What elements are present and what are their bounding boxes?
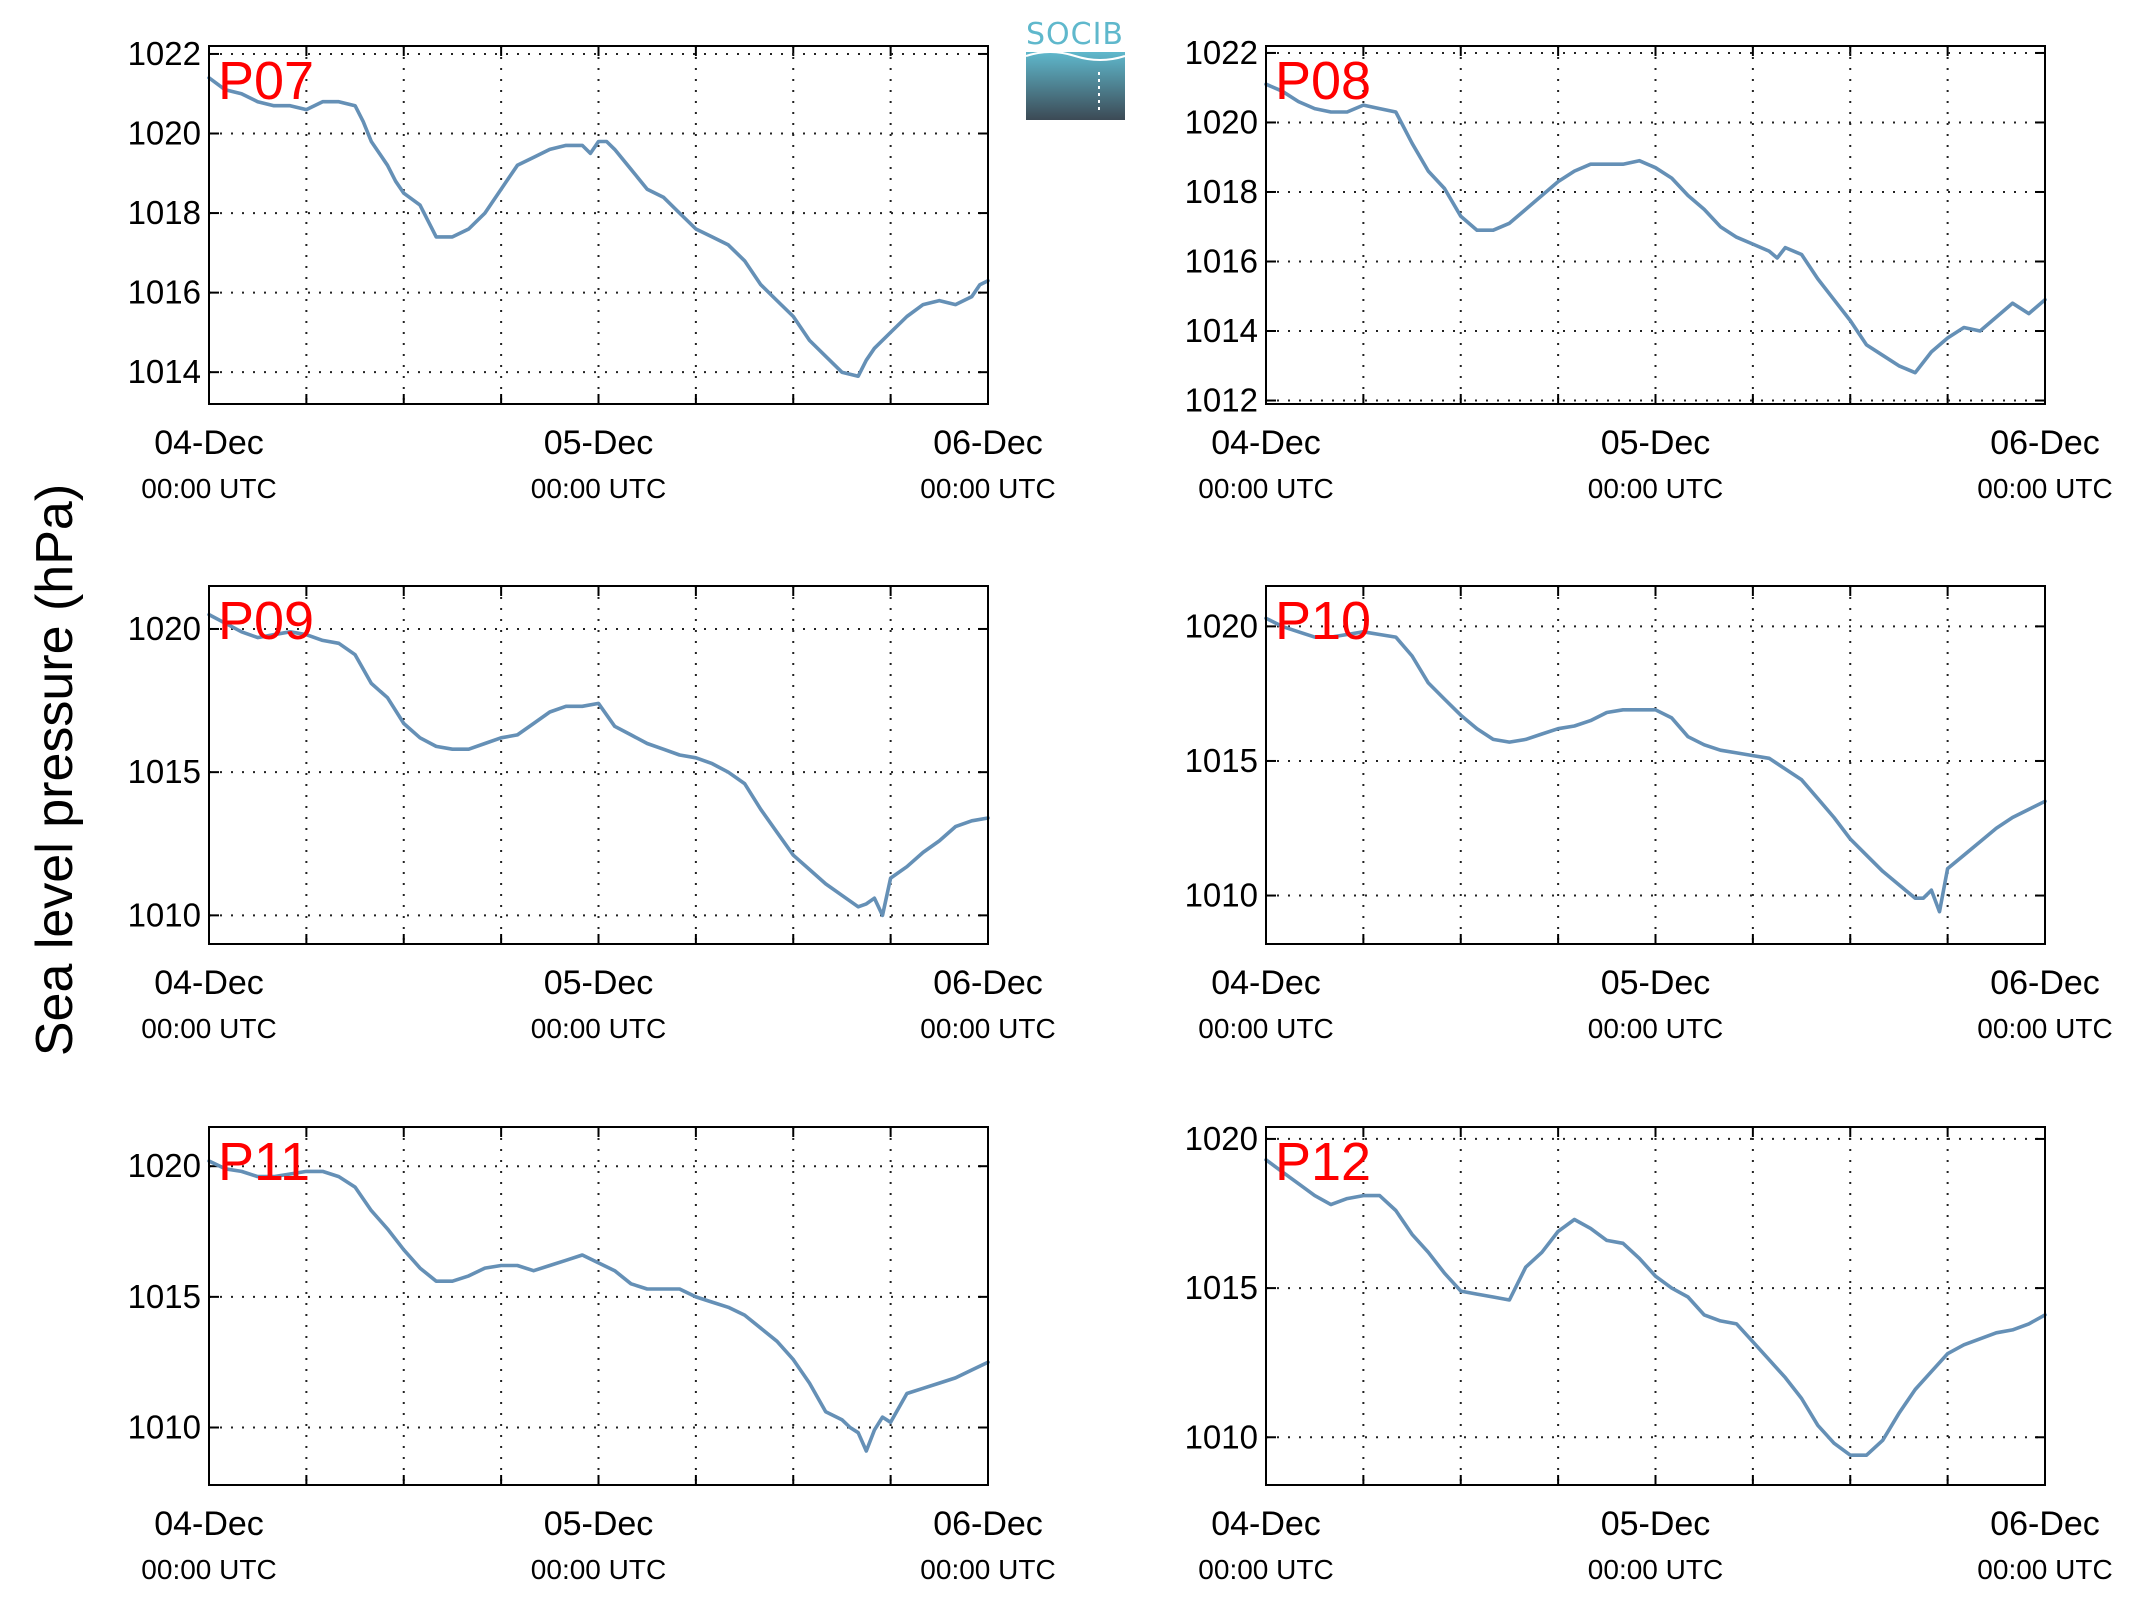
logo-text: SOCIB bbox=[1026, 17, 1124, 52]
x-tick-date-label: 05-Dec bbox=[544, 964, 654, 1002]
panel-p08: 1012 1014 1016 1018 1020 1022 P08 04-Dec 00:00 U… bbox=[1185, 34, 2113, 504]
y-tick-label: 1016 bbox=[128, 274, 201, 311]
x-tick-date-label: 06-Dec bbox=[1990, 424, 2100, 462]
panel-label: P12 bbox=[1275, 1132, 1371, 1192]
y-tick-label: 1015 bbox=[1185, 742, 1258, 779]
y-tick-label: 1018 bbox=[128, 194, 201, 231]
x-tick-time-label: 00:00 UTC bbox=[920, 1013, 1055, 1044]
x-tick-date-label: 06-Dec bbox=[933, 424, 1043, 462]
y-tick-label: 1020 bbox=[128, 1147, 201, 1184]
x-tick-date-label: 04-Dec bbox=[154, 1505, 264, 1543]
y-tick-label: 1016 bbox=[1185, 242, 1258, 279]
logo-wave bbox=[1025, 51, 1126, 61]
x-tick-time-label: 00:00 UTC bbox=[1588, 473, 1723, 504]
series-line-p09 bbox=[207, 612, 990, 918]
x-tick-time-label: 00:00 UTC bbox=[1977, 1013, 2112, 1044]
y-tick-label: 1010 bbox=[128, 896, 201, 933]
x-tick-time-label: 00:00 UTC bbox=[1977, 1554, 2112, 1585]
panel-p07: 1014 1016 1018 1020 1022 P07 04-Dec 00:00 UTC 05… bbox=[128, 35, 1056, 504]
panel-axes-frame bbox=[208, 1126, 989, 1486]
panel-label: P09 bbox=[218, 591, 314, 651]
y-tick-label: 1010 bbox=[1185, 877, 1258, 914]
y-tick-label: 1020 bbox=[1185, 103, 1258, 140]
x-tick-date-label: 04-Dec bbox=[154, 964, 264, 1002]
x-tick-date-label: 06-Dec bbox=[1990, 1505, 2100, 1543]
x-tick-date-label: 06-Dec bbox=[933, 1505, 1043, 1543]
x-tick-date-label: 06-Dec bbox=[1990, 964, 2100, 1002]
x-tick-date-label: 05-Dec bbox=[1601, 424, 1711, 462]
panel-axes-frame bbox=[208, 585, 989, 945]
x-tick-time-label: 00:00 UTC bbox=[141, 1013, 276, 1044]
x-tick-date-label: 04-Dec bbox=[1211, 424, 1321, 462]
y-axis-label: Sea level pressure (hPa) bbox=[26, 484, 84, 1056]
y-tick-label: 1020 bbox=[1185, 607, 1258, 644]
x-tick-date-label: 05-Dec bbox=[544, 424, 654, 462]
series-line-p12 bbox=[1264, 1158, 2047, 1457]
panel-label: P07 bbox=[218, 51, 314, 111]
y-tick-label: 1012 bbox=[1185, 382, 1258, 419]
series-line-p10 bbox=[1264, 616, 2047, 914]
panel-axes-frame bbox=[1265, 585, 2046, 945]
x-tick-time-label: 00:00 UTC bbox=[1588, 1554, 1723, 1585]
panel-axes-frame bbox=[1265, 1126, 2046, 1486]
panel-label: P10 bbox=[1275, 591, 1371, 651]
y-tick-label: 1020 bbox=[1185, 1120, 1258, 1157]
y-tick-label: 1022 bbox=[128, 35, 201, 72]
x-tick-time-label: 00:00 UTC bbox=[920, 1554, 1055, 1585]
y-tick-label: 1015 bbox=[128, 753, 201, 790]
series-line-p08 bbox=[1264, 82, 2047, 375]
series-line-p11 bbox=[207, 1159, 990, 1453]
panel-p09: 1010 1015 1020 P09 04-Dec 00:00 UTC 05-Dec 00:0… bbox=[128, 585, 1056, 1044]
x-tick-time-label: 00:00 UTC bbox=[531, 1013, 666, 1044]
panel-p12: 1010 1015 1020 P12 04-Dec 00:00 UTC 05-Dec 00:0… bbox=[1185, 1120, 2113, 1585]
x-tick-date-label: 04-Dec bbox=[1211, 964, 1321, 1002]
x-tick-time-label: 00:00 UTC bbox=[1588, 1013, 1723, 1044]
x-tick-date-label: 05-Dec bbox=[1601, 1505, 1711, 1543]
x-tick-time-label: 00:00 UTC bbox=[531, 1554, 666, 1585]
panel-axes-frame bbox=[208, 45, 989, 405]
y-tick-label: 1020 bbox=[128, 115, 201, 152]
x-tick-date-label: 05-Dec bbox=[544, 1505, 654, 1543]
x-tick-date-label: 04-Dec bbox=[1211, 1505, 1321, 1543]
x-tick-time-label: 00:00 UTC bbox=[141, 1554, 276, 1585]
x-tick-time-label: 00:00 UTC bbox=[1198, 1554, 1333, 1585]
panel-axes-frame bbox=[1265, 45, 2046, 405]
y-tick-label: 1018 bbox=[1185, 173, 1258, 210]
panel-label: P08 bbox=[1275, 51, 1371, 111]
y-tick-label: 1014 bbox=[128, 353, 201, 390]
x-tick-time-label: 00:00 UTC bbox=[531, 473, 666, 504]
x-tick-time-label: 00:00 UTC bbox=[1198, 1013, 1333, 1044]
x-tick-time-label: 00:00 UTC bbox=[1198, 473, 1333, 504]
y-tick-label: 1020 bbox=[128, 610, 201, 647]
logo-block bbox=[1026, 52, 1125, 120]
y-tick-label: 1010 bbox=[128, 1409, 201, 1446]
y-tick-label: 1010 bbox=[1185, 1418, 1258, 1455]
x-tick-date-label: 04-Dec bbox=[154, 424, 264, 462]
panel-p11: 1010 1015 1020 P11 04-Dec 00:00 UTC 05-Dec 00:0… bbox=[128, 1126, 1056, 1585]
x-tick-time-label: 00:00 UTC bbox=[920, 473, 1055, 504]
x-tick-date-label: 05-Dec bbox=[1601, 964, 1711, 1002]
y-tick-label: 1014 bbox=[1185, 312, 1258, 349]
y-tick-label: 1015 bbox=[128, 1278, 201, 1315]
series-line-p07 bbox=[207, 76, 990, 379]
x-tick-time-label: 00:00 UTC bbox=[1977, 473, 2112, 504]
x-tick-time-label: 00:00 UTC bbox=[141, 473, 276, 504]
panel-label: P11 bbox=[218, 1132, 310, 1192]
y-tick-label: 1015 bbox=[1185, 1269, 1258, 1306]
x-tick-date-label: 06-Dec bbox=[933, 964, 1043, 1002]
panel-p10: 1010 1015 1020 P10 04-Dec 00:00 UTC 05-Dec 00:0… bbox=[1185, 585, 2113, 1044]
socib-logo: SOCIB bbox=[1025, 17, 1126, 120]
y-tick-label: 1022 bbox=[1185, 34, 1258, 71]
